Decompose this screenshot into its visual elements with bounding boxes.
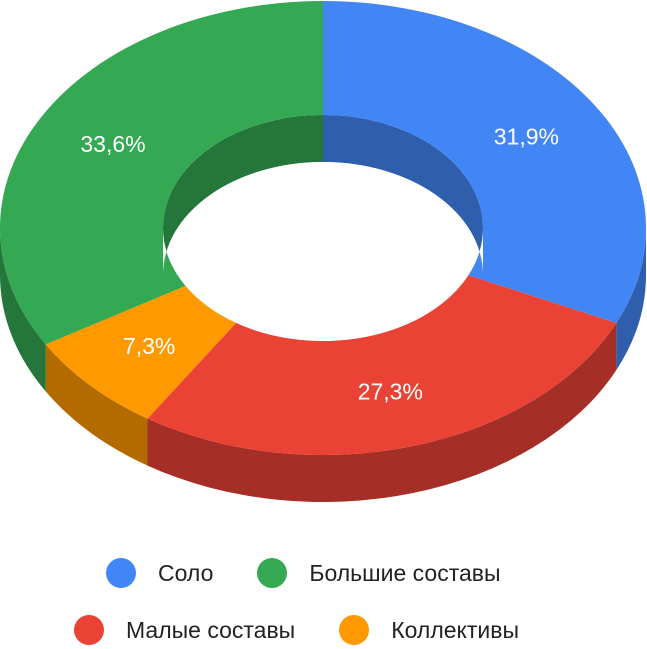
- legend-row-1: Соло Большие составы: [106, 558, 501, 588]
- data-label-малые-составы: 27,3%: [358, 378, 423, 404]
- legend-item-большие-составы: Большие составы: [257, 558, 501, 588]
- legend-swatch-коллективы: [339, 615, 370, 645]
- slice-соло: [323, 1, 647, 323]
- legend-swatch-большие-составы: [257, 558, 288, 588]
- legend-swatch-малые-составы: [74, 615, 104, 645]
- donut-side-walls: [0, 228, 646, 503]
- legend-item-соло: Соло: [106, 558, 213, 588]
- slice-большие-составы: [0, 1, 323, 345]
- inner-wall-соло: [323, 115, 483, 275]
- data-label-большие-составы: 33,6%: [80, 131, 145, 157]
- legend-label-соло: Соло: [158, 559, 214, 586]
- legend-label-большие-составы: Большие составы: [309, 559, 501, 586]
- donut-slices: [0, 1, 647, 456]
- legend-label-малые-составы: Малые составы: [126, 616, 296, 643]
- legend-item-малые-составы: Малые составы: [74, 615, 295, 645]
- legend-item-коллективы: Коллективы: [339, 615, 519, 645]
- data-labels: 31,9% 27,3% 7,3% 33,6%: [80, 123, 559, 404]
- side-wall-коллективы: [45, 344, 148, 466]
- donut-hole: [163, 162, 483, 341]
- slice-коллективы: [45, 285, 237, 419]
- side-wall-малые-составы: [147, 322, 617, 503]
- data-label-коллективы: 7,3%: [123, 333, 175, 359]
- donut-inner-walls: [163, 115, 483, 275]
- inner-wall-большие-составы: [163, 115, 323, 275]
- side-wall-большие-составы: [0, 228, 46, 392]
- data-label-соло: 31,9%: [494, 123, 559, 149]
- side-wall-соло: [616, 228, 646, 370]
- slice-малые-составы: [147, 275, 617, 456]
- legend-row-2: Малые составы Коллективы: [74, 615, 519, 645]
- legend-swatch-соло: [106, 558, 136, 588]
- legend-label-коллективы: Коллективы: [391, 616, 519, 643]
